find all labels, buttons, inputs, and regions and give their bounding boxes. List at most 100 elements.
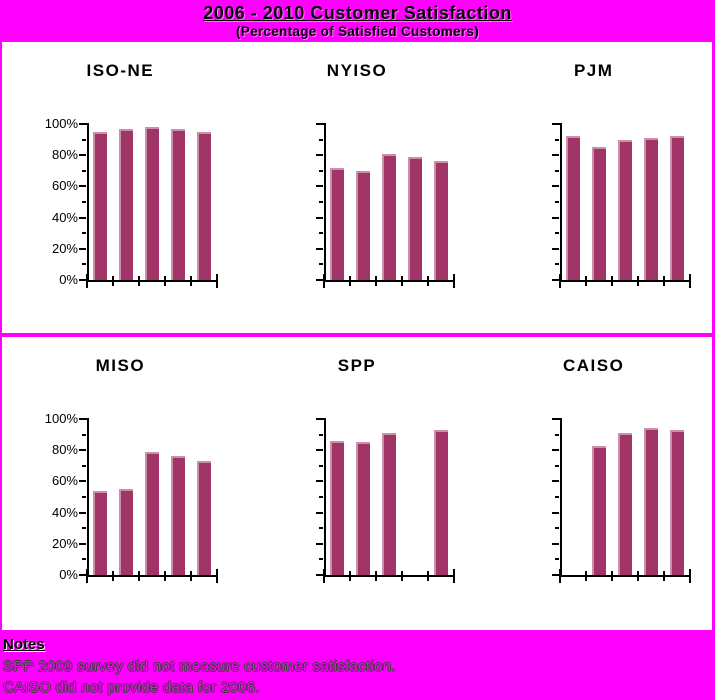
bar-2007 — [355, 442, 370, 575]
bar-2007 — [592, 147, 607, 280]
x-tick — [164, 276, 166, 286]
y-tick — [82, 527, 86, 530]
x-tick — [663, 276, 666, 286]
y-tick — [555, 464, 560, 467]
chart-title-miso: MISO — [95, 356, 146, 375]
x-axis-line — [87, 280, 217, 282]
y-axis-line — [323, 419, 326, 577]
bar-2009 — [644, 138, 659, 280]
x-tick — [585, 571, 588, 581]
y-tick-label: 20% — [51, 535, 78, 551]
x-tick — [689, 569, 692, 583]
x-tick — [559, 569, 562, 583]
y-tick — [318, 558, 323, 561]
y-tick — [79, 154, 86, 157]
x-tick — [216, 274, 218, 288]
y-tick — [552, 279, 560, 281]
bar-2010 — [670, 136, 685, 280]
y-tick — [555, 201, 560, 203]
y-tick — [79, 449, 86, 452]
x-axis-line — [560, 575, 691, 577]
bar-2010 — [670, 430, 685, 575]
chart-panel-bottom: MISO 0% 20% 40% 60% 80% 100% SPP CAISO — [2, 337, 712, 630]
y-tick — [552, 480, 560, 483]
bar-2009 — [644, 428, 659, 575]
y-tick — [552, 247, 560, 250]
chart-nyiso: NYISO — [239, 42, 476, 333]
x-tick — [585, 276, 588, 286]
y-tick-label: 40% — [51, 209, 78, 225]
y-tick — [79, 418, 89, 420]
y-tick — [318, 527, 323, 530]
y-tick-label: 60% — [51, 473, 78, 489]
y-tick — [315, 511, 323, 514]
chart-title-caiso: CAISO — [563, 356, 625, 375]
y-tick — [318, 464, 323, 467]
y-tick — [318, 169, 323, 172]
y-tick — [552, 185, 560, 188]
y-tick-label: 0% — [59, 272, 78, 287]
chart-pjm: PJM — [475, 42, 712, 333]
y-tick — [555, 496, 560, 498]
bar-2008 — [618, 140, 633, 280]
y-tick-label: 20% — [51, 240, 78, 256]
y-tick — [552, 542, 560, 545]
y-tick — [552, 216, 560, 219]
bar-2009 — [407, 157, 422, 280]
y-tick — [79, 185, 86, 188]
y-tick — [318, 201, 323, 203]
y-tick-label: 80% — [51, 442, 78, 458]
y-tick — [315, 574, 323, 576]
y-tick — [318, 496, 323, 498]
x-tick — [374, 571, 377, 581]
x-tick — [348, 571, 351, 581]
bar-2010 — [197, 132, 211, 280]
y-tick — [552, 123, 563, 125]
x-tick — [611, 571, 614, 581]
y-tick — [552, 511, 560, 514]
y-tick — [315, 542, 323, 545]
y-tick — [555, 433, 560, 436]
y-tick — [82, 433, 86, 436]
y-tick — [555, 138, 560, 141]
y-tick — [555, 527, 560, 530]
y-tick — [318, 433, 323, 436]
y-tick — [552, 449, 560, 452]
figure-header: 2006 - 2010 Customer Satisfaction (Perce… — [0, 0, 715, 39]
x-tick — [138, 571, 140, 581]
y-tick — [79, 574, 86, 576]
y-tick — [82, 263, 86, 266]
chart-title-nyiso: NYISO — [326, 61, 388, 80]
bar-2008 — [145, 127, 159, 280]
figure-title: 2006 - 2010 Customer Satisfaction — [203, 3, 512, 23]
figure-subtitle: (Percentage of Satisfied Customers) — [235, 24, 480, 39]
y-tick — [82, 201, 86, 203]
chart-iso-ne: ISO-NE 0% 20% 40% 60% 80% 100% — [2, 42, 239, 333]
y-axis-line — [87, 124, 89, 282]
y-axis-line — [87, 419, 89, 577]
x-tick — [86, 569, 88, 583]
y-tick-label: 100% — [44, 116, 78, 131]
y-tick-label: 40% — [51, 504, 78, 520]
y-tick — [79, 480, 86, 483]
x-tick — [559, 274, 562, 288]
x-tick — [322, 569, 325, 583]
y-tick — [79, 511, 86, 514]
chart-miso: MISO 0% 20% 40% 60% 80% 100% — [2, 337, 239, 630]
y-tick — [315, 185, 323, 188]
y-axis-line — [323, 124, 326, 282]
bar-2008 — [381, 433, 396, 575]
plot-area-spp — [315, 418, 455, 583]
bar-2007 — [119, 129, 133, 280]
y-tick-label: 80% — [51, 147, 78, 163]
y-tick — [79, 123, 89, 125]
x-axis-line — [87, 575, 217, 577]
x-axis-line — [323, 575, 454, 577]
y-tick — [555, 558, 560, 561]
bar-2007 — [355, 171, 370, 280]
x-tick — [611, 276, 614, 286]
chart-title-iso-ne: ISO-NE — [86, 61, 155, 80]
y-tick — [318, 232, 323, 235]
y-tick — [552, 154, 560, 157]
